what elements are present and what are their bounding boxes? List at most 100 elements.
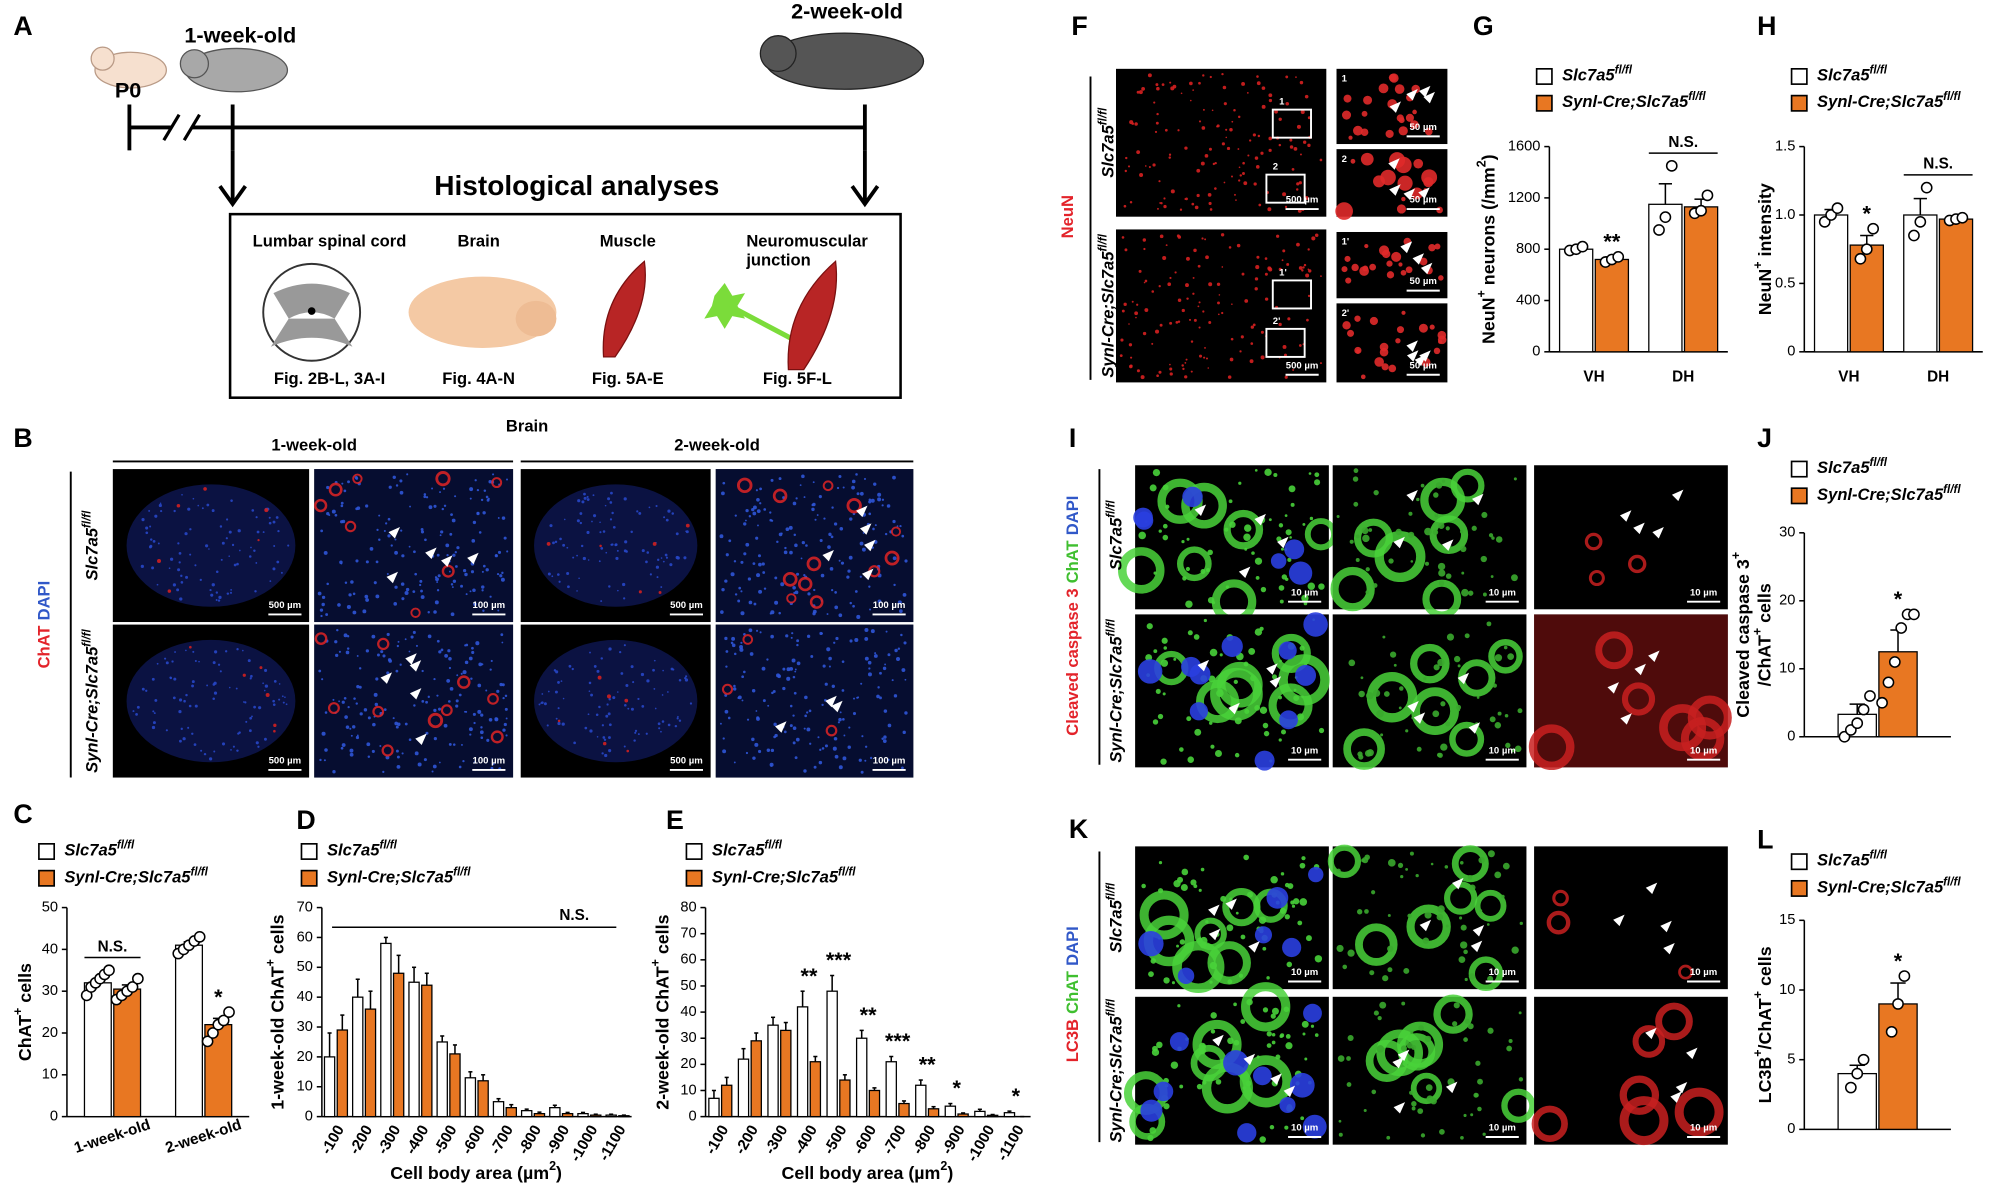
stained-cell (1162, 523, 1168, 529)
stained-cell (1152, 163, 1156, 167)
stained-cell (1369, 970, 1375, 976)
stained-cell (609, 501, 613, 504)
stained-cell-ring (1687, 695, 1732, 740)
superscript: + (264, 959, 278, 966)
stained-cell (1372, 583, 1378, 588)
stained-cell (557, 707, 560, 710)
stained-cell (853, 697, 856, 700)
stained-cell (482, 564, 486, 568)
stained-cell (477, 709, 482, 714)
stained-cell (806, 711, 809, 714)
stained-cell (812, 481, 815, 484)
x-tick-label: -400 (402, 1122, 432, 1157)
stained-cell (839, 711, 842, 714)
stained-cell (157, 558, 162, 563)
stained-cell (262, 682, 264, 685)
stained-cell (1147, 73, 1152, 78)
stained-cell (1281, 574, 1288, 580)
stained-cell (1396, 204, 1407, 214)
stain-haze (314, 469, 514, 623)
stained-cell (1303, 263, 1307, 267)
stained-cell (410, 635, 414, 639)
stained-cell (382, 654, 386, 658)
stained-cell (1413, 158, 1424, 169)
stained-cell (541, 693, 544, 695)
stained-cell (145, 531, 149, 535)
stained-cell (538, 703, 541, 706)
panel-title: Brain (506, 416, 548, 435)
stained-cell (1266, 886, 1289, 909)
stained-cell (1287, 557, 1292, 562)
stained-cell (438, 650, 442, 654)
stained-cell (250, 674, 253, 678)
stained-cell (475, 641, 480, 646)
stained-cell (600, 600, 603, 602)
arrowhead (1403, 188, 1416, 201)
stained-cell (1170, 189, 1175, 194)
stained-cell (1347, 949, 1355, 957)
stained-cell (796, 572, 800, 576)
scale-bar-label: 100 µm (873, 756, 906, 767)
x-tick-label: 2-week-old (163, 1116, 243, 1157)
stained-cell (1387, 945, 1394, 952)
stained-cell (1467, 1023, 1474, 1030)
stained-cell (208, 548, 210, 550)
stained-cell (892, 519, 896, 524)
y-tick-label: 800 (1516, 241, 1540, 257)
stained-cell (336, 628, 339, 632)
stained-cell (1506, 1045, 1512, 1052)
bar (855, 1037, 868, 1118)
stained-cell (502, 696, 505, 700)
stained-cell (1356, 909, 1363, 915)
stained-cell (1208, 201, 1212, 206)
stained-cell (1382, 975, 1389, 982)
stained-cell (414, 572, 418, 576)
stained-cell (549, 524, 553, 528)
stained-cell (1262, 722, 1269, 729)
stained-cell (1463, 1037, 1468, 1042)
bar (868, 1089, 881, 1118)
stained-cell (1373, 1010, 1379, 1016)
stained-cell (901, 534, 905, 538)
stained-cell (831, 589, 834, 592)
stained-cell (792, 741, 796, 745)
stained-cell (423, 493, 427, 496)
stained-cell (724, 709, 729, 714)
stained-cell (396, 755, 400, 759)
stained-cell (212, 661, 216, 665)
scale-bar-label: 10 µm (1690, 967, 1717, 978)
superscript: fl/fl (191, 866, 209, 878)
stained-cell (756, 509, 761, 514)
stained-cell (1301, 269, 1304, 272)
stained-cell (877, 497, 882, 502)
stained-cell (1256, 75, 1259, 78)
stained-cell (743, 552, 747, 556)
stained-cell (244, 701, 247, 704)
legend-label: Synl-Cre;Slc7a5fl/fl (327, 866, 471, 886)
stained-cell (1468, 590, 1474, 596)
stained-cell (414, 751, 419, 756)
scale-bar-label: 50 µm (1410, 122, 1437, 133)
stained-cell (1306, 318, 1309, 322)
stained-cell (818, 495, 822, 499)
significance-label: * (1894, 948, 1903, 973)
stained-cell (879, 671, 882, 675)
bar (957, 1113, 969, 1118)
text-part: Slc7a5 (712, 841, 765, 860)
arrowhead (380, 672, 393, 684)
stained-cell-ring (1194, 917, 1227, 951)
bar (421, 984, 433, 1118)
stained-cell (194, 704, 198, 708)
stained-cell (1481, 511, 1488, 519)
stained-cell (192, 650, 195, 653)
stained-cell (497, 550, 502, 554)
stained-cell (504, 707, 508, 711)
figure-reference: Fig. 5A-E (592, 369, 664, 388)
stained-cell (341, 482, 344, 485)
y-tick-label: 0.5 (1775, 275, 1795, 291)
stained-cell (1387, 967, 1393, 973)
stained-cell (1254, 750, 1275, 771)
stained-cell (748, 515, 752, 518)
stained-cell (1245, 1080, 1252, 1087)
stained-cell (818, 760, 823, 765)
